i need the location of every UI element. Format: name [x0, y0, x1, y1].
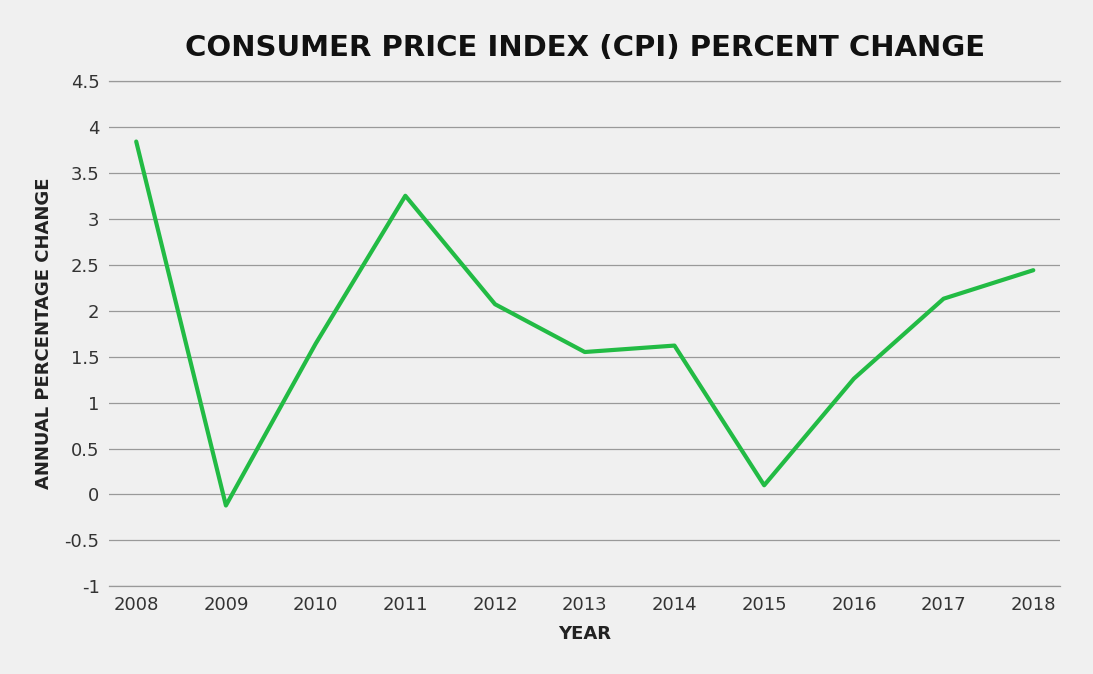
X-axis label: YEAR: YEAR — [559, 625, 611, 643]
Y-axis label: ANNUAL PERCENTAGE CHANGE: ANNUAL PERCENTAGE CHANGE — [35, 178, 54, 489]
Title: CONSUMER PRICE INDEX (CPI) PERCENT CHANGE: CONSUMER PRICE INDEX (CPI) PERCENT CHANG… — [185, 34, 985, 62]
